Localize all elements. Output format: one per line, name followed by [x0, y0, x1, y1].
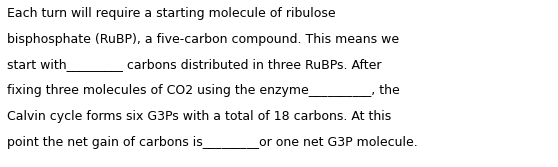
Text: fixing three molecules of CO2 using the enzyme__________, the: fixing three molecules of CO2 using the … [7, 84, 400, 97]
Text: start with_________ carbons distributed in three RuBPs. After: start with_________ carbons distributed … [7, 58, 381, 71]
Text: bisphosphate (RuBP), a five-carbon compound. This means we: bisphosphate (RuBP), a five-carbon compo… [7, 33, 399, 46]
Text: point the net gain of carbons is_________or one net G3P molecule.: point the net gain of carbons is________… [7, 136, 417, 149]
Text: Calvin cycle forms six G3Ps with a total of 18 carbons. At this: Calvin cycle forms six G3Ps with a total… [7, 110, 391, 123]
Text: Each turn will require a starting molecule of ribulose: Each turn will require a starting molecu… [7, 7, 335, 20]
